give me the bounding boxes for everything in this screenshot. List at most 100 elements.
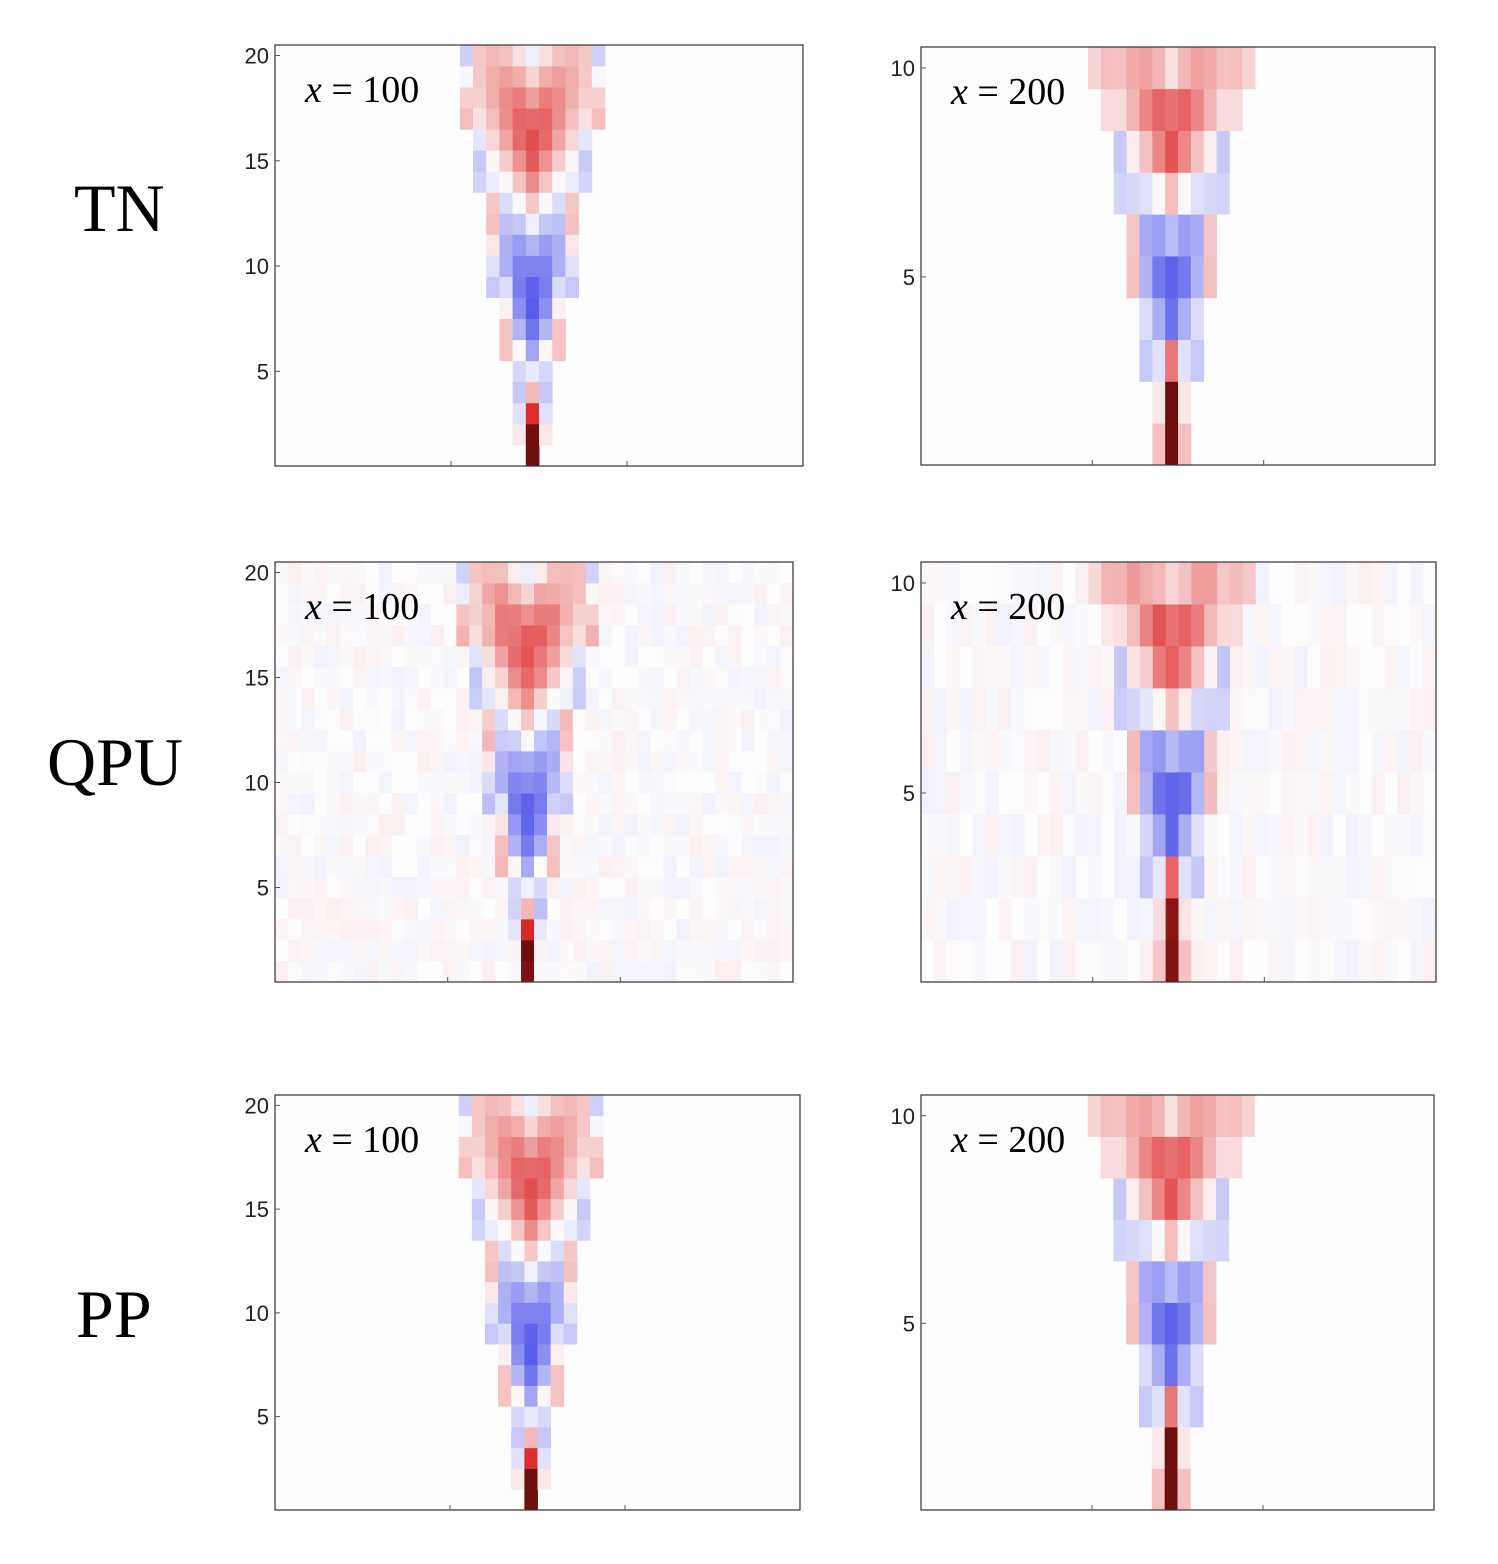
heatmap-cell	[1371, 940, 1385, 983]
heatmap-cell	[1127, 814, 1141, 857]
heatmap-cell	[534, 583, 548, 605]
heatmap-cell	[754, 940, 768, 962]
heatmap-cell	[767, 688, 781, 710]
heatmap-cell	[1281, 730, 1295, 773]
heatmap-cell	[313, 625, 328, 647]
heatmap-cell	[313, 940, 328, 962]
heatmap-cell	[624, 688, 638, 710]
heatmap-cell	[572, 940, 587, 962]
heatmap-cell	[495, 772, 509, 794]
heatmap-cell	[1191, 898, 1205, 941]
heatmap-cell	[1114, 646, 1128, 689]
heatmap-cell	[275, 835, 289, 857]
heatmap-cell	[486, 129, 500, 151]
heatmap-cell	[1024, 562, 1038, 605]
heatmap-cell	[1126, 256, 1140, 299]
heatmap-cell	[624, 898, 638, 920]
heatmap-cell	[637, 940, 651, 962]
heatmap-cell	[534, 709, 548, 731]
heatmap-cell	[1139, 130, 1153, 173]
y-tick-label: 20	[245, 44, 269, 69]
heatmap-cell	[1216, 172, 1230, 215]
heatmap-cell	[275, 856, 289, 878]
heatmap-cell	[326, 646, 341, 668]
heatmap-cell	[767, 709, 781, 731]
heatmap-cell	[1127, 646, 1141, 689]
heatmap-cell	[482, 730, 496, 752]
heatmap-cell	[767, 898, 781, 920]
heatmap-cell	[689, 919, 703, 941]
heatmap-cell	[1358, 562, 1373, 605]
heatmap-cell	[326, 919, 341, 941]
heatmap-cell	[767, 667, 781, 689]
heatmap-cell	[550, 1323, 565, 1345]
heatmap-cell	[1177, 1427, 1191, 1469]
heatmap-cell	[1088, 772, 1102, 815]
heatmap-cell	[473, 45, 487, 67]
heatmap-cell	[1177, 1261, 1191, 1303]
heatmap-cell	[585, 667, 600, 689]
heatmap-cell	[524, 1157, 538, 1179]
heatmap-cell	[1191, 646, 1205, 689]
heatmap-cell	[287, 625, 302, 647]
heatmap-cell	[1333, 688, 1347, 731]
heatmap-panel-qpu-200: 5 10 x = 200	[891, 561, 1437, 983]
heatmap-cell	[499, 129, 513, 151]
heatmap-cell	[689, 898, 703, 920]
heatmap-cell	[430, 772, 444, 794]
heatmap-cell	[339, 583, 354, 605]
heatmap-cell	[611, 562, 626, 584]
heatmap-cell	[495, 688, 509, 710]
heatmap-cell	[326, 625, 341, 647]
heatmap-cell	[300, 730, 315, 752]
heatmap-cell	[430, 709, 444, 731]
heatmap-cell	[1204, 772, 1218, 815]
heatmap-cell	[525, 339, 540, 362]
heatmap-cell	[508, 730, 522, 752]
heatmap-cell	[473, 171, 487, 193]
heatmap-cell	[365, 961, 379, 983]
heatmap-cell	[572, 604, 587, 626]
heatmap-cell	[1036, 814, 1051, 857]
heatmap-cell	[1281, 856, 1295, 899]
heatmap-cell	[1294, 646, 1308, 689]
heatmap-cell	[546, 877, 561, 899]
heatmap-cell	[767, 751, 781, 773]
heatmap-cell	[1062, 772, 1076, 815]
heatmap-cell	[482, 940, 496, 962]
heatmap-cell	[590, 1115, 604, 1137]
heatmap-cell	[1165, 172, 1179, 215]
heatmap-cell	[417, 751, 431, 773]
heatmap-cell	[365, 835, 379, 857]
heatmap-cell	[578, 66, 593, 88]
heatmap-cell	[352, 940, 367, 962]
heatmap-cell	[508, 688, 522, 710]
heatmap-cell	[546, 583, 561, 605]
y-tick-label: 15	[245, 1197, 269, 1222]
heatmap-cell	[539, 360, 553, 383]
heatmap-cell	[715, 793, 729, 815]
heatmap-cell	[585, 688, 600, 710]
heatmap-cell	[508, 898, 522, 920]
heatmap-cell	[1410, 604, 1424, 647]
heatmap-cell	[512, 45, 527, 67]
heatmap-cell	[1152, 940, 1167, 983]
heatmap-cell	[767, 961, 781, 983]
heatmap-cell	[1345, 730, 1360, 773]
heatmap-cell	[998, 856, 1012, 899]
heatmap-cell	[537, 1364, 552, 1386]
heatmap-cell	[1101, 688, 1115, 731]
heatmap-cell	[471, 1115, 486, 1137]
heatmap-cell	[521, 856, 535, 878]
heatmap-cell	[430, 793, 444, 815]
heatmap-cell	[471, 1198, 486, 1220]
heatmap-cell	[1281, 688, 1295, 731]
heatmap-cell	[702, 583, 716, 605]
heatmap-cell	[1178, 940, 1192, 983]
heatmap-panel-tn-200: 5 10 x = 200	[891, 46, 1436, 466]
heatmap-cell	[946, 646, 961, 689]
heatmap-cell	[637, 835, 651, 857]
plot-frame	[920, 46, 1436, 466]
heatmap-cell	[539, 171, 553, 193]
heatmap-cell	[563, 1281, 578, 1303]
